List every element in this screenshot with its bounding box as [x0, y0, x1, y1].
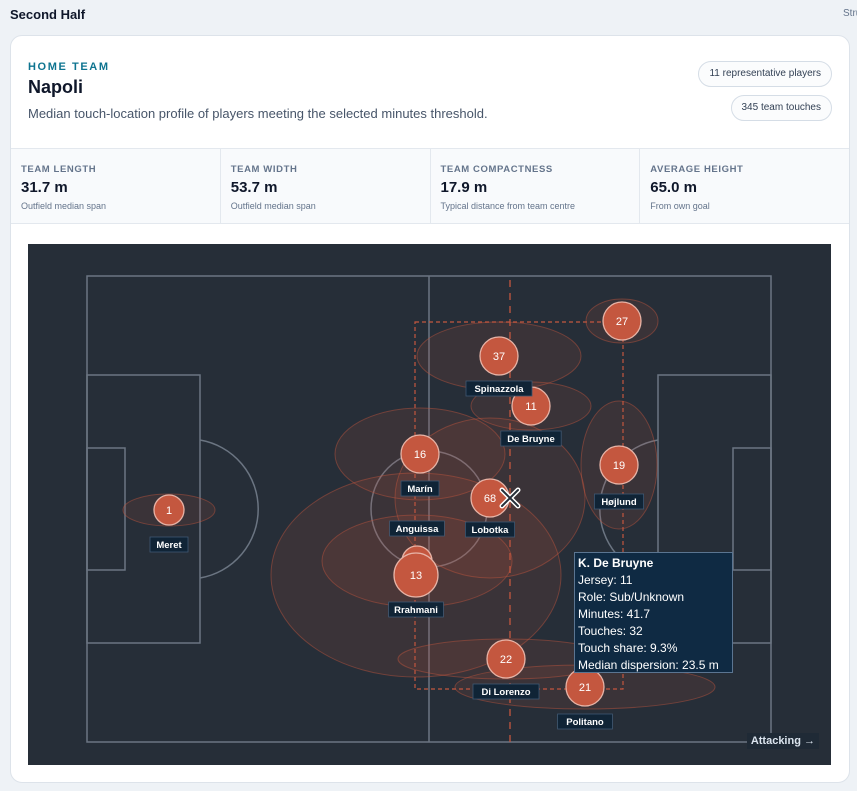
player-name-label: Di Lorenzo	[481, 687, 530, 698]
tooltip-line: Median dispersion: 23.5 m	[578, 658, 719, 672]
left-six-yard-box	[86, 447, 126, 571]
metric-label: TEAM COMPACTNESS	[440, 164, 553, 175]
player-marker[interactable]	[599, 445, 639, 485]
team-shape-card: HOME TEAM Napoli Median touch-location p…	[10, 35, 850, 783]
section-title: Second Half	[10, 7, 86, 22]
player-tooltip: K. De Bruyne Jersey: 11 Role: Sub/Unknow…	[574, 552, 733, 673]
metric-value: 31.7 m	[21, 179, 68, 196]
metrics-row: TEAM LENGTH 31.7 m Outfield median span …	[11, 148, 849, 224]
player-name-label-bg	[400, 480, 440, 497]
pitch-svg: 137111699681322211927 MeretSpinazzolaDe …	[86, 275, 772, 743]
player-name-label: Meret	[156, 540, 182, 551]
player-name-label: Spinazzola	[474, 384, 524, 395]
player-name-label-bg	[149, 536, 189, 553]
player-marker[interactable]	[479, 336, 519, 376]
tooltip-line: Touch share: 9.3%	[578, 641, 678, 655]
metric-value: 17.9 m	[440, 179, 488, 196]
player-name-label: Højlund	[601, 497, 637, 508]
player-name-label: Politano	[566, 717, 604, 728]
player-marker[interactable]	[486, 639, 526, 679]
left-penalty-arc	[199, 439, 259, 579]
attacking-direction-label: Attacking →	[746, 733, 819, 749]
player-name-label: Anguissa	[396, 524, 439, 535]
player-labels: Meret Spinazzola De Bruyne Marín Anguissa Lob…	[149, 380, 645, 730]
metric-team-length: TEAM LENGTH 31.7 m Outfield median span	[11, 149, 221, 223]
player-name-label: De Bruyne	[507, 434, 555, 445]
team-name: Napoli	[28, 77, 84, 97]
truncated-right-label: Stru	[843, 8, 857, 19]
player-name-label-bg	[594, 493, 645, 510]
metric-label: TEAM LENGTH	[21, 164, 97, 175]
players-count-badge: 11 representative players	[698, 61, 832, 87]
tooltip-line: Minutes: 41.7	[578, 607, 651, 621]
player-name-label-bg	[557, 713, 613, 730]
tooltip-line: Touches: 32	[578, 624, 643, 638]
player-number: 1	[166, 505, 172, 517]
player-marker[interactable]	[153, 494, 185, 526]
tooltip-line: Role: Sub/Unknown	[578, 590, 685, 604]
player-number: 16	[414, 449, 426, 461]
metric-caption: Outfield median span	[21, 201, 107, 211]
player-number: 19	[613, 460, 625, 472]
metric-caption: From own goal	[650, 201, 710, 211]
touches-count-badge: 345 team touches	[730, 95, 832, 121]
right-six-yard-box	[732, 447, 772, 571]
player-name-label: Marín	[407, 484, 433, 495]
player-marker[interactable]	[393, 552, 439, 598]
card-subtitle: Median touch-location profile of players…	[28, 106, 488, 121]
metric-label: AVERAGE HEIGHT	[650, 164, 744, 175]
tooltip-player-name: K. De Bruyne	[578, 556, 654, 570]
tooltip-line: Jersey: 11	[578, 573, 633, 587]
player-marker[interactable]	[400, 434, 440, 474]
x-marker-icon	[499, 487, 521, 509]
player-name-label-bg	[500, 430, 562, 447]
metric-team-compactness: TEAM COMPACTNESS 17.9 m Typical distance…	[431, 149, 641, 223]
metric-caption: Typical distance from team centre	[440, 201, 576, 211]
player-name-label-bg	[465, 380, 533, 397]
team-side-label: HOME TEAM	[28, 61, 110, 73]
player-number: 68	[484, 493, 496, 505]
pitch-map: 137111699681322211927 MeretSpinazzolaDe …	[28, 244, 831, 765]
player-number: 13	[410, 570, 422, 582]
metric-value: 53.7 m	[230, 179, 278, 196]
player-marker[interactable]	[602, 301, 642, 341]
card-header: HOME TEAM Napoli Median touch-location p…	[11, 36, 849, 148]
metric-label: TEAM WIDTH	[230, 164, 298, 175]
player-name-label-bg	[389, 520, 445, 537]
top-bar: Second Half Stru	[0, 0, 857, 30]
player-name-label: Rrahmani	[394, 605, 438, 616]
player-name-label-bg	[388, 601, 444, 618]
metric-team-width: TEAM WIDTH 53.7 m Outfield median span	[221, 149, 431, 223]
player-name-label-bg	[464, 521, 515, 538]
metric-value: 65.0 m	[650, 179, 697, 196]
metric-average-height: AVERAGE HEIGHT 65.0 m From own goal	[640, 149, 849, 223]
player-number: 22	[500, 654, 512, 666]
player-number: 27	[616, 316, 628, 328]
metric-caption: Outfield median span	[230, 201, 316, 211]
player-number: 11	[525, 401, 536, 413]
player-name-label-bg	[472, 683, 540, 700]
player-markers: 137111699681322211927	[153, 301, 642, 707]
player-number: 37	[493, 351, 505, 363]
player-number: 21	[579, 682, 591, 694]
player-name-label: Lobotka	[472, 525, 510, 536]
